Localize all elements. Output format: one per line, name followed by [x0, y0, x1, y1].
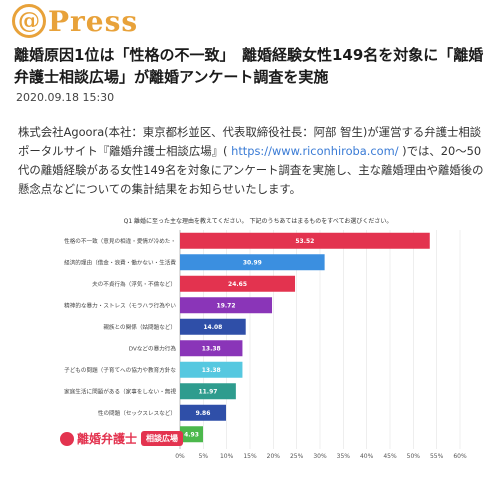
bar: [180, 383, 236, 400]
data-label: 9.86: [196, 410, 211, 417]
category-label: 親族との関係（姑問題など）: [103, 323, 176, 331]
x-tick-label: 50%: [407, 453, 421, 460]
logo-wordmark: Press: [48, 4, 139, 38]
bar: [180, 361, 243, 378]
brand-tag: 相談広場: [141, 431, 184, 446]
x-tick-label: 25%: [290, 453, 304, 460]
article-body: 株式会社Agoora(本社：東京都杉並区、代表取締役社長：阿部 智生)が運営する…: [18, 123, 488, 199]
bar: [180, 426, 204, 443]
x-tick-label: 10%: [220, 453, 234, 460]
data-label: 11.97: [198, 388, 217, 395]
x-tick-label: 55%: [430, 453, 444, 460]
site-link[interactable]: https://www.riconhiroba.com/: [231, 144, 399, 158]
survey-chart: Q1 離婚に至った主な理由を教えてください。 下記のうちあてはまるものをすべてお…: [48, 216, 468, 478]
x-tick-label: 35%: [337, 453, 351, 460]
brand-name: 離婚弁護士: [77, 432, 138, 446]
site-logo[interactable]: @ Press: [12, 4, 138, 38]
x-tick-label: 45%: [383, 453, 397, 460]
data-label: 24.65: [228, 281, 247, 288]
data-label: 13.38: [202, 345, 221, 352]
bar: [180, 297, 273, 314]
x-tick-label: 60%: [453, 453, 467, 460]
brand-icon: [60, 431, 74, 446]
bar: [180, 275, 296, 292]
bar: [180, 340, 243, 357]
category-label: 性格の不一致（意見の相違・愛情が冷めた・: [64, 237, 176, 245]
x-tick-label: 15%: [243, 453, 257, 460]
body-text-rest: )では、20～50代の離婚経験がある女性149名を対象にアンケート調査を実施し、…: [18, 144, 484, 196]
bar: [180, 232, 430, 249]
article-headline: 離婚原因1位は「性格の不一致」 離婚経験女性149名を対象に「離婚弁護士相談広場…: [14, 46, 484, 86]
data-label: 14.08: [203, 324, 222, 331]
body-text-intro: 株式会社Agoora(本社：東京都杉並区、代表取締役社長：阿部 智生)が運営する…: [18, 125, 482, 158]
x-tick-label: 40%: [360, 453, 374, 460]
chart-svg: 0% 5% 10% 15% 20% 25% 30% 35% 40% 45% 50% 55% 60% 性格の…: [64, 230, 467, 460]
data-label: 53.52: [295, 238, 314, 245]
bar: [180, 318, 246, 335]
data-label: 4.93: [184, 431, 199, 438]
x-tick-label: 0%: [175, 453, 185, 460]
bar: [180, 254, 325, 271]
category-label: DVなどの暴力行為: [129, 344, 177, 352]
data-label: 30.99: [243, 259, 262, 266]
category-label: 子どもの問題（子育てへの協力や教育方針な: [64, 366, 176, 374]
category-label: 経済的理由（借金・浪費・働かない・生活費: [64, 258, 176, 266]
bar: [180, 404, 227, 421]
brand-badge: 離婚弁護士 相談広場: [60, 430, 184, 447]
chart-title: Q1 離婚に至った主な理由を教えてください。 下記のうちあてはまるものをすべてお…: [123, 218, 393, 225]
x-tick-label: 20%: [267, 453, 281, 460]
logo-at-mark: @: [12, 4, 46, 38]
article-date: 2020.09.18 15:30: [16, 91, 115, 104]
x-tick-label: 30%: [313, 453, 327, 460]
data-label: 13.38: [202, 367, 221, 374]
category-label: 夫の不貞行為（浮気・不倫など）: [92, 280, 176, 288]
category-label: 性の問題（セックスレスなど）: [98, 409, 176, 417]
category-label: 精神的な暴力・ストレス（モラハラ行為やい: [64, 301, 176, 309]
category-label: 家庭生活に問題がある（家事をしない・無視: [64, 387, 176, 395]
x-tick-label: 5%: [199, 453, 209, 460]
data-label: 19.72: [217, 302, 236, 309]
